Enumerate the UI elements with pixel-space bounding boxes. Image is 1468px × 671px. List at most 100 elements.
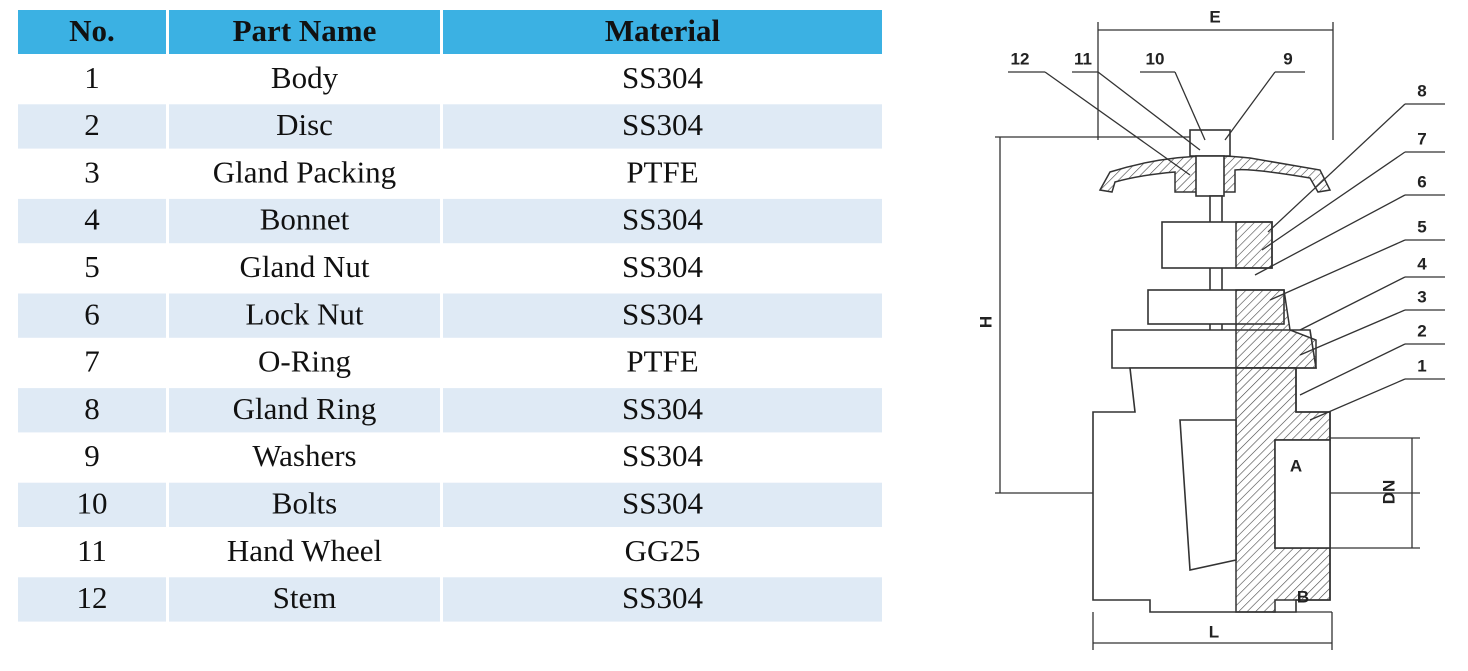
header-cell: [169, 10, 440, 54]
header-text: No.: [69, 13, 115, 48]
callout-label: 12: [1011, 49, 1030, 68]
callout-label: 7: [1417, 129, 1426, 148]
table-cell: [169, 151, 440, 196]
header-cell: [18, 10, 166, 54]
cell-text: Disc: [276, 107, 333, 142]
cell-text: Washers: [252, 438, 356, 473]
cell-text: PTFE: [626, 344, 698, 379]
header-text: Part Name: [233, 13, 377, 48]
cell-text: 1: [84, 60, 100, 95]
table-cell: [18, 246, 166, 291]
cell-text: Stem: [273, 580, 337, 615]
cell-text: 7: [84, 344, 100, 379]
leader-line: [1254, 194, 1406, 276]
cell-text: 6: [84, 296, 100, 331]
leader-line: [1267, 103, 1406, 233]
cell-text: 5: [84, 249, 100, 284]
cell-text: SS304: [622, 60, 703, 95]
table-cell: [169, 435, 440, 480]
table-cell: [169, 104, 440, 149]
cell-text: PTFE: [626, 154, 698, 189]
cell-text: 11: [77, 533, 107, 568]
cell-text: Bolts: [272, 485, 337, 520]
header-text: Material: [605, 13, 721, 48]
table-cell: [18, 388, 166, 433]
dimension-label: L: [1209, 622, 1219, 641]
callout-label: 5: [1417, 217, 1426, 236]
cell-text: 8: [84, 391, 100, 426]
table-cell: [18, 577, 166, 622]
leader-line: [1299, 309, 1406, 356]
cell-text: Gland Packing: [213, 154, 396, 189]
callout-label: 10: [1146, 49, 1165, 68]
table-cell: [169, 293, 440, 338]
table-cell: [443, 577, 882, 622]
table-cell: [443, 104, 882, 149]
valve-diagram: 12 11 10 9 8 7 6 5 4 3 2 1 E H DN A B L: [976, 7, 1445, 650]
cell-text: SS304: [622, 580, 703, 615]
table-cell: [18, 340, 166, 386]
header-cell: [443, 10, 882, 54]
callout-label: 4: [1417, 254, 1427, 273]
table-cell: [443, 530, 882, 575]
cell-text: 9: [84, 438, 100, 473]
leader-line: [1299, 343, 1406, 396]
table-cell: [18, 482, 166, 527]
table-cell: [443, 246, 882, 291]
cell-text: Gland Nut: [239, 249, 369, 284]
table-cell: [443, 482, 882, 527]
cell-text: Hand Wheel: [227, 533, 382, 568]
callout-label: 3: [1417, 287, 1426, 306]
table-cell: [169, 577, 440, 622]
cell-text: SS304: [622, 438, 703, 473]
table-cell: [443, 388, 882, 433]
cell-text: SS304: [622, 485, 703, 520]
table-cell: [443, 340, 882, 386]
dimension-label: E: [1209, 7, 1220, 26]
leader-line: [1299, 276, 1406, 331]
table-cell: [18, 57, 166, 102]
callout-label: 1: [1417, 356, 1426, 375]
cell-text: SS304: [622, 107, 703, 142]
table-cell: [169, 340, 440, 386]
table-cell: [169, 530, 440, 575]
cell-text: 4: [84, 202, 100, 237]
callout-label: 11: [1074, 49, 1092, 68]
cell-text: Gland Ring: [233, 391, 377, 426]
dimension-label: DN: [1379, 480, 1398, 505]
cell-text: 10: [77, 485, 108, 520]
callout-label: 8: [1417, 81, 1426, 100]
table-cell: [443, 57, 882, 102]
table-cell: [18, 530, 166, 575]
leader-line: [1261, 151, 1406, 251]
leader-line: [1269, 239, 1406, 301]
cell-text: O-Ring: [258, 344, 351, 379]
table-cell: [18, 151, 166, 196]
table-cell: [18, 435, 166, 480]
leader-line: [1309, 378, 1406, 421]
table-cell: [18, 198, 166, 244]
table-cell: [169, 482, 440, 527]
cell-text: Lock Nut: [246, 296, 364, 331]
cell-text: 2: [84, 107, 100, 142]
cell-text: SS304: [622, 249, 703, 284]
table-cell: [169, 388, 440, 433]
cell-text: 3: [84, 154, 100, 189]
cell-text: SS304: [622, 202, 703, 237]
table-cell: [443, 198, 882, 244]
table-cell: [169, 57, 440, 102]
cell-text: GG25: [625, 533, 701, 568]
table-cell: [18, 104, 166, 149]
table-cell: [169, 198, 440, 244]
cell-text: Bonnet: [260, 202, 350, 237]
dimension-label: A: [1290, 456, 1302, 475]
table-cell: [443, 435, 882, 480]
cell-text: SS304: [622, 391, 703, 426]
table-cell: [169, 246, 440, 291]
table-cell: [443, 293, 882, 338]
callout-label: 6: [1417, 172, 1426, 191]
cell-text: Body: [271, 60, 339, 95]
cell-text: 12: [77, 580, 108, 615]
dimension-label: B: [1297, 587, 1309, 606]
